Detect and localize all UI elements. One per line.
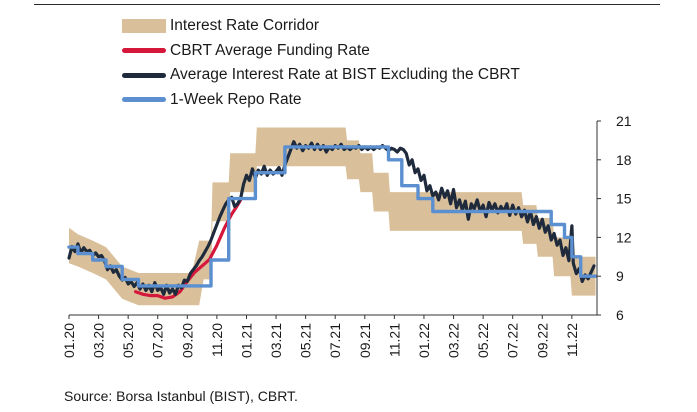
- x-tick-label: 07.22: [505, 323, 521, 358]
- top-rule: [34, 4, 660, 5]
- x-tick-label: 05.21: [298, 323, 314, 358]
- x-tick-label: 01.20: [61, 323, 77, 358]
- legend-item-corridor: Interest Rate Corridor: [122, 14, 520, 39]
- bist-rate-line: [67, 140, 596, 296]
- x-tick-label: 11.20: [209, 323, 225, 357]
- legend-item-repo-rate: 1-Week Repo Rate: [122, 88, 520, 113]
- y-tick-label: 18: [616, 152, 632, 168]
- x-tick-label: 01.21: [239, 323, 255, 358]
- x-tick-label: 03.21: [268, 323, 284, 358]
- x-tick-label: 05.22: [475, 323, 491, 358]
- y-tick-label: 6: [616, 307, 624, 323]
- series-lines-layer: [67, 140, 598, 300]
- x-tick-label: 03.20: [91, 323, 107, 358]
- x-tick-label: 09.20: [179, 323, 195, 358]
- legend-swatch-bist-rate: [122, 72, 166, 78]
- x-tick-label: 09.22: [534, 323, 550, 358]
- source-note: Source: Borsa Istanbul (BIST), CBRT.: [64, 388, 298, 404]
- x-tick-label: 09.21: [357, 323, 373, 358]
- repo-rate-line: [67, 145, 598, 288]
- x-tick-label: 05.20: [120, 323, 136, 358]
- x-tick-label: 07.20: [150, 323, 166, 358]
- corridor-band: [69, 127, 596, 306]
- legend-label-bist-rate: Average Interest Rate at BIST Excluding …: [170, 66, 520, 84]
- legend-swatch-corridor: [122, 19, 166, 34]
- chart-legend: Interest Rate Corridor CBRT Average Fund…: [122, 14, 520, 112]
- x-tick-label: 07.21: [327, 323, 343, 358]
- axes-layer: 6 9 12 15 18 21 01.20 03.20 05.20 07.20 09.20 11.20…: [61, 113, 632, 358]
- x-tick-label: 11.22: [564, 323, 580, 357]
- legend-label-funding-rate: CBRT Average Funding Rate: [170, 41, 370, 59]
- y-tick-label: 12: [616, 229, 632, 245]
- x-tick-label: 03.22: [446, 323, 462, 358]
- x-tick-label: 01.22: [416, 323, 432, 358]
- x-tick-label: 11.21: [386, 323, 402, 357]
- legend-label-corridor: Interest Rate Corridor: [170, 17, 320, 35]
- y-tick-label: 21: [616, 113, 632, 129]
- y-tick-label: 9: [616, 268, 624, 284]
- legend-swatch-funding-rate: [122, 48, 166, 54]
- legend-item-funding-rate: CBRT Average Funding Rate: [122, 39, 520, 64]
- y-tick-label: 15: [616, 191, 632, 207]
- corridor-band-layer: [69, 127, 596, 306]
- legend-item-bist-rate: Average Interest Rate at BIST Excluding …: [122, 63, 520, 88]
- legend-label-repo-rate: 1-Week Repo Rate: [170, 90, 302, 108]
- legend-swatch-repo-rate: [122, 97, 166, 103]
